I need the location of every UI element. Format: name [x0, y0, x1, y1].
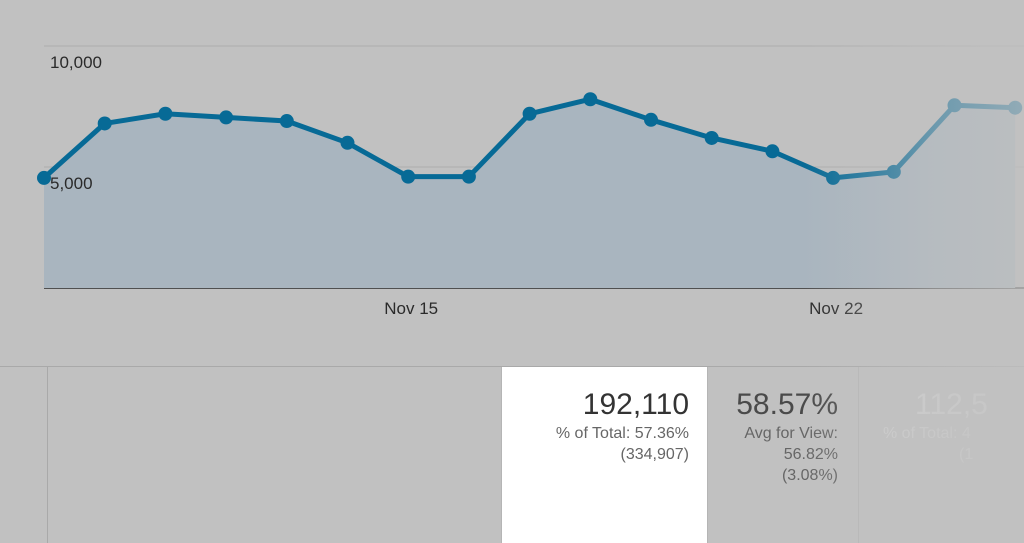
metric-percent-of-total: % of Total: 57.36%: [555, 425, 689, 442]
data-point[interactable]: [340, 135, 355, 150]
y-tick-label: 5,000: [50, 174, 93, 193]
metric-value: 58.57%: [736, 388, 838, 421]
data-point[interactable]: [886, 164, 901, 179]
metric-value: 112,5: [915, 388, 988, 421]
chart-area-layer: [44, 99, 1016, 289]
series-area: [44, 99, 1016, 289]
data-point[interactable]: [37, 170, 51, 185]
metric-avg-delta: (3.08%): [781, 467, 838, 484]
metric-value: 192,110: [582, 388, 689, 421]
data-point[interactable]: [1008, 100, 1023, 115]
data-point[interactable]: [279, 114, 294, 129]
data-point[interactable]: [765, 144, 780, 159]
data-point[interactable]: [947, 98, 962, 113]
data-point[interactable]: [704, 130, 719, 145]
metric-total: (1: [959, 446, 974, 463]
metric-avg-label: Avg for View:: [744, 425, 838, 442]
data-point[interactable]: [644, 112, 658, 127]
data-point[interactable]: [461, 169, 476, 184]
data-point[interactable]: [826, 170, 841, 185]
x-tick-label: Nov 15: [384, 299, 439, 318]
data-point[interactable]: [219, 110, 234, 125]
sessions-line-chart: [37, 45, 1024, 289]
table-column-divider: [47, 366, 48, 543]
metric-total: (334,907): [620, 446, 690, 463]
data-point[interactable]: [583, 92, 598, 107]
data-point[interactable]: [522, 106, 537, 121]
x-tick-label: Nov 22: [809, 299, 864, 318]
metric-cell-sessions[interactable]: 192,110 % of Total: 57.36% (334,907): [501, 367, 708, 543]
metric-cell-partial[interactable]: 112,5 % of Total: 4 (1: [858, 367, 1024, 543]
data-point[interactable]: [97, 116, 112, 131]
metric-percent-of-total: % of Total: 4: [883, 425, 971, 442]
metric-avg-value: 56.82%: [783, 446, 838, 463]
table-divider: [0, 366, 1024, 367]
data-point[interactable]: [401, 169, 416, 184]
data-point[interactable]: [158, 106, 173, 121]
y-tick-label: 10,000: [50, 53, 102, 72]
metric-cell-rate[interactable]: 58.57% Avg for View: 56.82% (3.08%): [708, 367, 858, 543]
